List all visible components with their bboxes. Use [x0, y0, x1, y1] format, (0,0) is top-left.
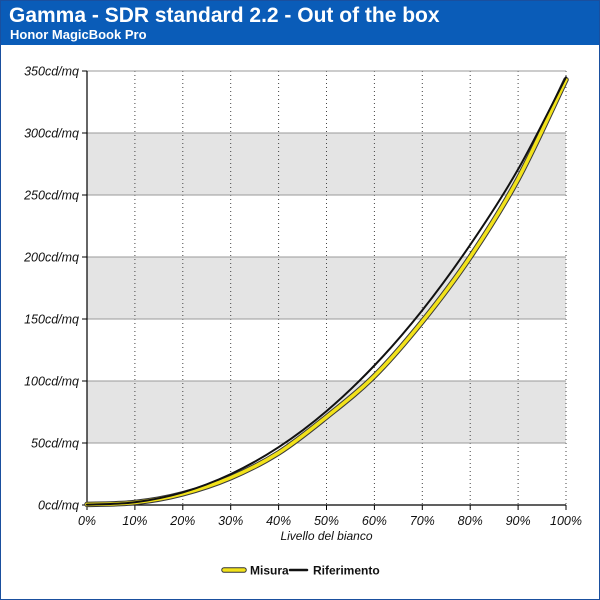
chart-title: Gamma - SDR standard 2.2 - Out of the bo…	[9, 4, 440, 27]
x-axis-label: Livello del bianco	[280, 529, 372, 543]
legend-label-riferimento: Riferimento	[313, 564, 380, 578]
horizontal-gridlines	[87, 70, 566, 444]
x-tick-label: 90%	[506, 514, 531, 528]
series-misura-line	[85, 77, 568, 507]
y-tick-label: 50cd/mq	[31, 437, 79, 451]
y-tick-labels: 0cd/mq 50cd/mq 100cd/mq 150cd/mq 200cd/mq 250…	[23, 65, 79, 513]
y-tick-label: 300cd/mq	[24, 127, 79, 141]
y-tick-label: 0cd/mq	[38, 499, 79, 513]
legend-label-misura: Misura	[250, 564, 289, 578]
y-tick-label: 250cd/mq	[23, 189, 79, 203]
chart-header: Gamma - SDR standard 2.2 - Out of the bo…	[1, 1, 599, 45]
x-tick-label: 70%	[410, 514, 435, 528]
legend: Misura Riferimento	[221, 564, 380, 578]
x-tick-label: 100%	[550, 514, 582, 528]
x-tick-label: 50%	[314, 514, 339, 528]
chart-subtitle: Honor MagicBook Pro	[10, 27, 147, 42]
y-tick-label: 100cd/mq	[24, 375, 79, 389]
y-tick-label: 150cd/mq	[24, 313, 79, 327]
x-tick-label: 10%	[122, 514, 147, 528]
x-tick-label: 30%	[218, 514, 243, 528]
y-tick-label: 200cd/mq	[23, 251, 79, 265]
x-tick-label: 0%	[78, 514, 96, 528]
x-tick-labels: 0% 10% 20% 30% 40% 50% 60% 70% 80% 90% 100%	[78, 514, 582, 528]
x-tick-label: 20%	[169, 514, 195, 528]
vertical-gridlines	[134, 71, 567, 505]
x-tick-label: 80%	[458, 514, 483, 528]
x-tick-label: 60%	[362, 514, 387, 528]
series-lines	[84, 76, 569, 508]
x-tick-label: 40%	[266, 514, 291, 528]
series-riferimento-line	[86, 76, 567, 506]
y-tick-label: 350cd/mq	[24, 65, 79, 79]
